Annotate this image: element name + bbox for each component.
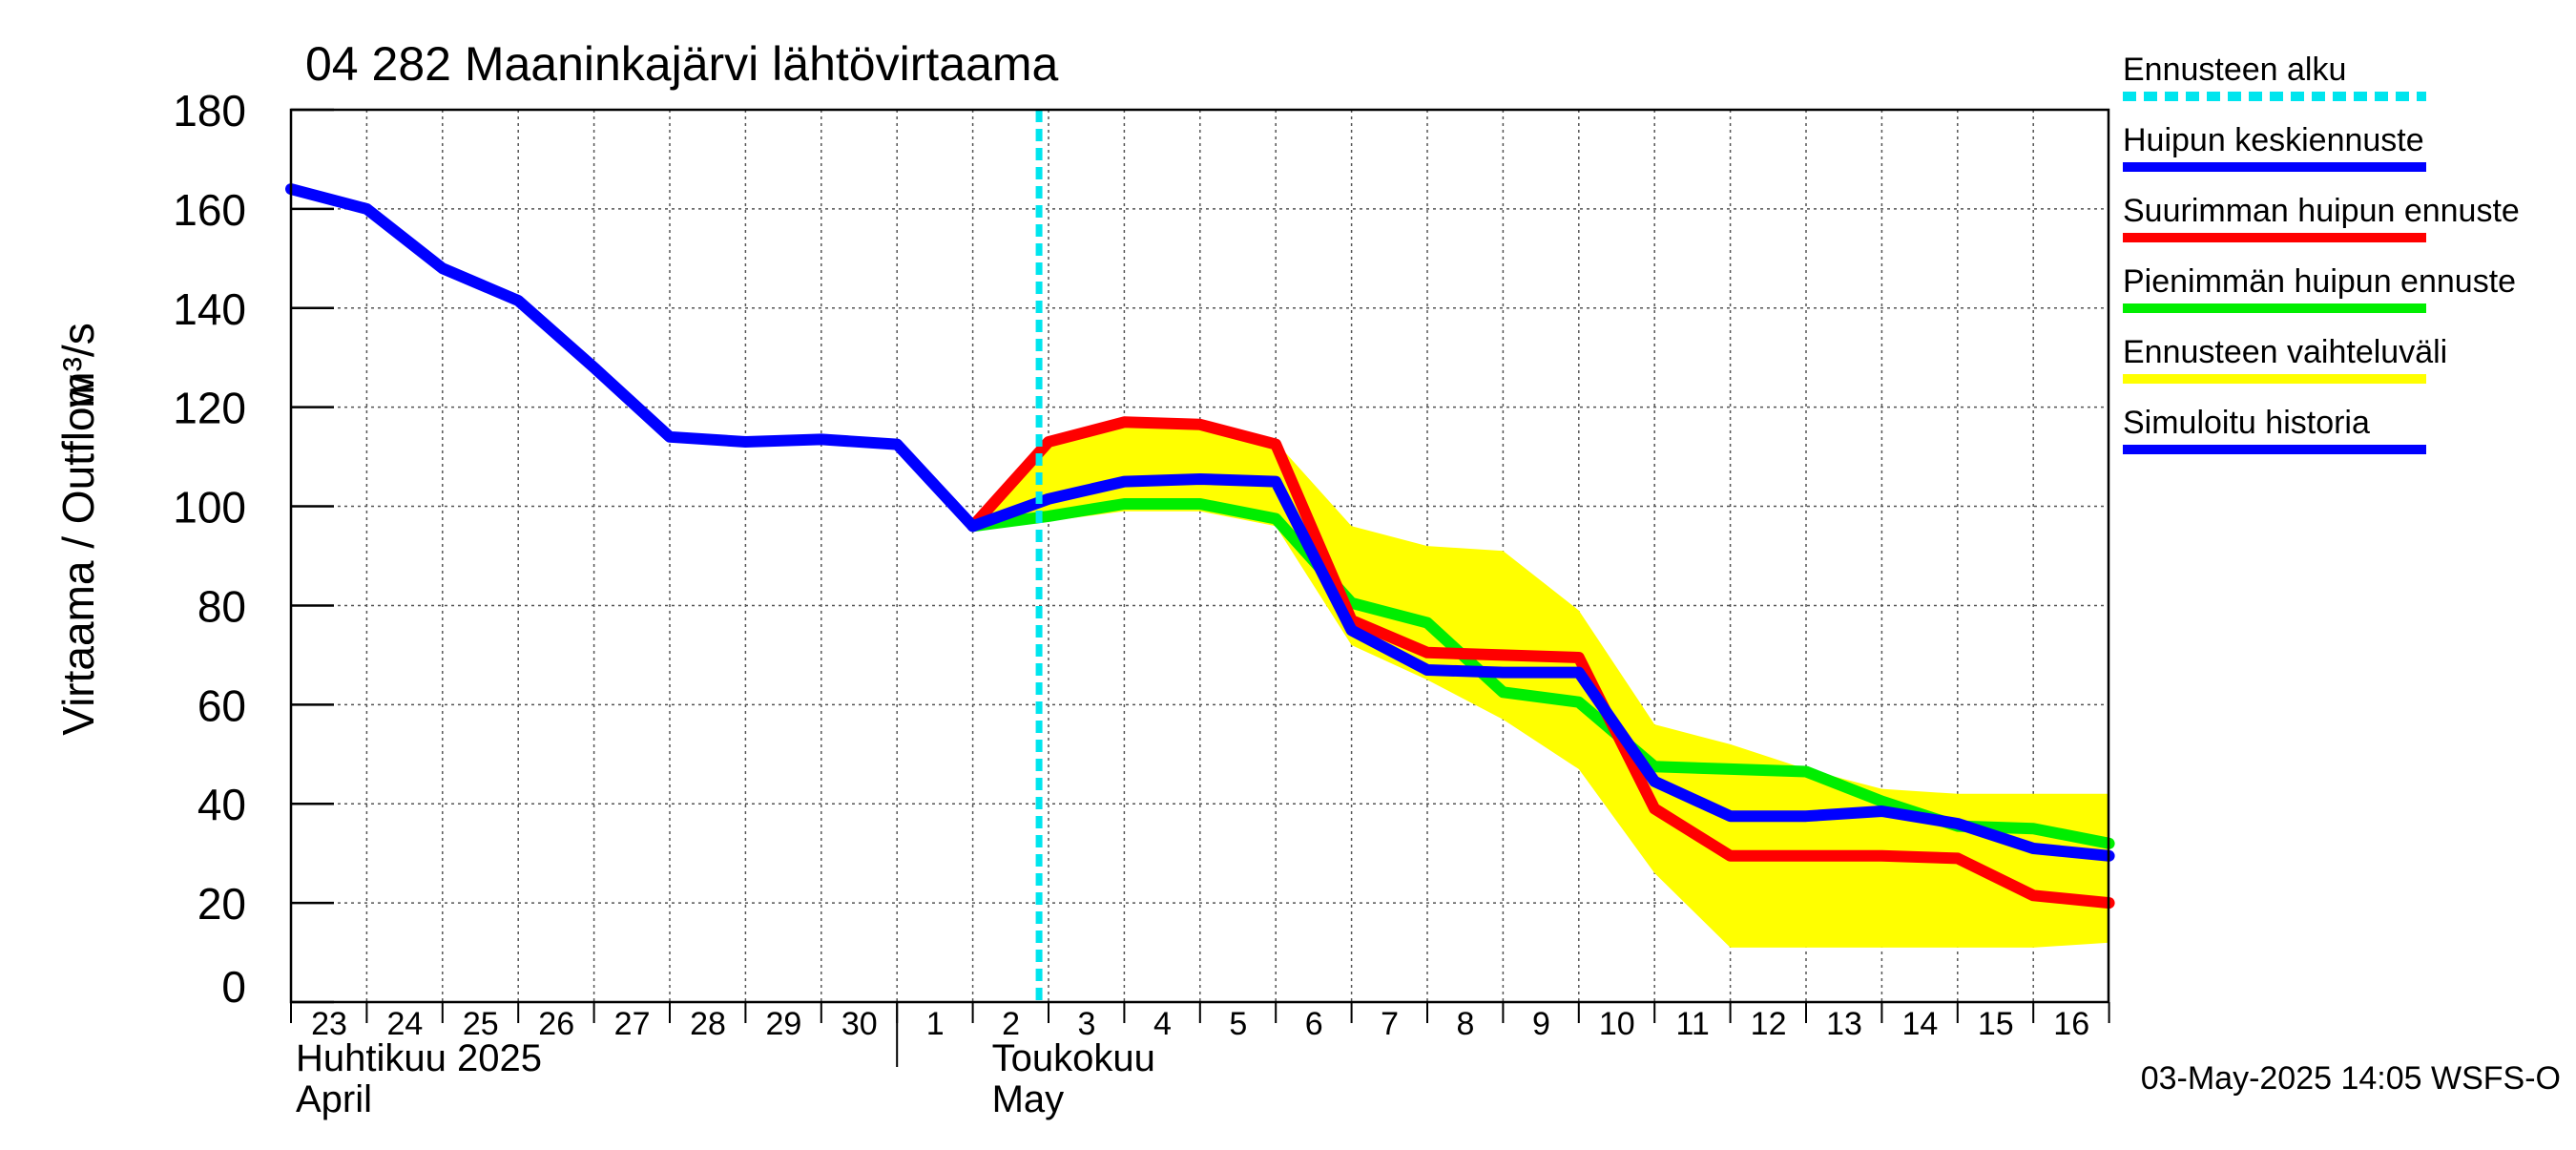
legend-label: Simuloitu historia <box>2123 405 2370 441</box>
x-tick-label: 29 <box>765 1006 801 1042</box>
series-line-huipun-keskiennuste <box>966 473 2115 862</box>
x-tick-label: 5 <box>1229 1006 1247 1042</box>
legend-label: Ennusteen vaihteluväli <box>2123 334 2447 370</box>
x-tick-label: 28 <box>690 1006 726 1042</box>
y-tick-label: 60 <box>197 680 246 730</box>
y-axis-label: Virtaama / Outflow <box>53 374 103 735</box>
y-tick-label: 140 <box>173 284 246 334</box>
x-tick-label: 24 <box>386 1006 423 1042</box>
x-tick-label: 15 <box>1978 1006 2014 1042</box>
y-tick-label: 120 <box>173 384 246 433</box>
x-tick-label: 27 <box>614 1006 651 1042</box>
x-tick-label: 25 <box>463 1006 499 1042</box>
legend-label: Pienimmän huipun ennuste <box>2123 263 2516 300</box>
series-line-simuloitu-historia <box>285 183 979 533</box>
y-tick-label: 100 <box>173 483 246 533</box>
legend: Ennusteen alku Huipun keskiennuste Suurimm… <box>2123 52 2520 454</box>
x-tick-label: 9 <box>1532 1006 1550 1042</box>
month-label-fi: Toukokuu <box>992 1037 1155 1079</box>
footer-timestamp: 03-May-2025 14:05 WSFS-O <box>2141 1060 2561 1097</box>
y-tick-label: 80 <box>197 581 246 631</box>
x-tick-label: 16 <box>2053 1006 2089 1042</box>
x-tick-label: 26 <box>538 1006 574 1042</box>
legend-label: Huipun keskiennuste <box>2123 122 2424 158</box>
x-tick-label: 7 <box>1381 1006 1399 1042</box>
legend-label: Ennusteen alku <box>2123 52 2346 88</box>
x-tick-label: 3 <box>1078 1006 1096 1042</box>
x-tick-label: 23 <box>311 1006 347 1042</box>
x-tick-label: 30 <box>841 1006 878 1042</box>
chart-title: 04 282 Maaninkajärvi lähtövirtaama <box>305 37 1059 91</box>
x-tick-label: 14 <box>1901 1006 1938 1042</box>
legend-label: Suurimman huipun ennuste <box>2123 193 2520 229</box>
y-tick-label: 160 <box>173 185 246 235</box>
x-tick-label: 6 <box>1305 1006 1323 1042</box>
x-tick-label: 13 <box>1826 1006 1862 1042</box>
x-tick-label: 2 <box>1002 1006 1020 1042</box>
x-tick-label: 12 <box>1751 1006 1787 1042</box>
y-axis-unit: m³/s <box>53 323 103 408</box>
series-line-suurimman-huipun-ennuste <box>966 416 2115 910</box>
series-lines <box>285 183 2115 910</box>
month-label-fi: Huhtikuu 2025 <box>296 1037 542 1079</box>
y-tick-label: 180 <box>173 86 246 136</box>
x-tick-label: 10 <box>1599 1006 1635 1042</box>
x-tick-label: 4 <box>1153 1006 1172 1042</box>
y-tick-label: 0 <box>221 962 246 1012</box>
y-tick-label: 40 <box>197 780 246 829</box>
x-tick-label: 1 <box>926 1006 945 1042</box>
y-tick-label: 20 <box>197 879 246 929</box>
month-label-en: April <box>296 1078 372 1120</box>
x-tick-label: 11 <box>1676 1006 1710 1042</box>
month-label-en: May <box>992 1078 1065 1120</box>
x-tick-label: 8 <box>1457 1006 1475 1042</box>
